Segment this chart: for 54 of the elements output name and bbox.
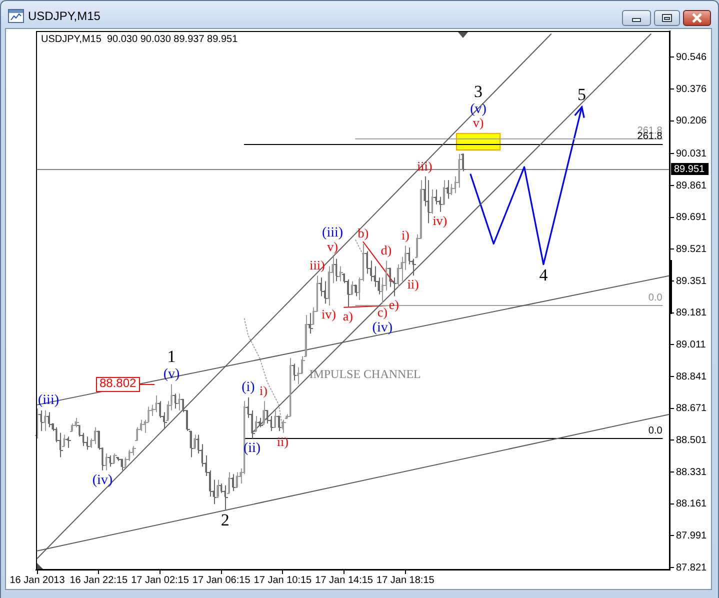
annotation: 5 [578, 85, 586, 104]
annotation: v) [327, 238, 338, 254]
x-tick-label: 17 Jan 10:15 [254, 574, 312, 586]
annotation: (iv) [372, 320, 393, 336]
annotation: 0.0 [648, 425, 663, 436]
annotation: IMPULSE CHANNEL [309, 367, 421, 382]
y-tick-label: 88.501 [676, 434, 708, 446]
y-tick-label: 89.861 [676, 180, 708, 192]
y-tick-label: 87.991 [676, 530, 708, 542]
annotation: 2 [220, 510, 230, 530]
annotation: iv) [432, 212, 448, 228]
annotation: a) [342, 308, 353, 324]
y-tick-label: 89.011 [676, 339, 706, 350]
y-tick-label: 89.691 [676, 212, 708, 224]
chart-subtitle: USDJPY,M15 90.030 90.030 89.937 89.951 [41, 34, 238, 45]
annotation: 0.0 [648, 292, 663, 304]
annotation: ii) [407, 276, 419, 292]
y-tick-label: 90.206 [676, 116, 708, 127]
y-tick-label: 88.841 [676, 371, 708, 382]
annotation: e) [388, 297, 399, 312]
annotation: v) [472, 115, 484, 130]
annotation: (i) [242, 380, 256, 395]
x-tick-label: 16 Jan 2013 [10, 574, 66, 586]
annotation: (ii) [243, 441, 261, 456]
ref-line-label: 89.951 [674, 164, 706, 175]
y-tick-label: 88.671 [676, 403, 708, 414]
y-tick-label: 89.351 [676, 276, 708, 287]
annotation: d) [380, 242, 392, 258]
annotation: (iv) [92, 473, 113, 488]
annotation: (iii) [322, 226, 344, 241]
annotation: b) [358, 226, 369, 241]
chart-title: USDJPY,M15 [28, 9, 100, 23]
x-tick-label: 16 Jan 22:15 [70, 574, 128, 586]
y-tick-label: 90.546 [676, 52, 708, 63]
annotation: iv) [321, 306, 336, 322]
y-tick-label: 90.031 [676, 148, 708, 160]
annotation: 1 [167, 347, 176, 366]
y-tick-label: 88.331 [676, 466, 708, 478]
y-tick-label: 87.821 [676, 562, 708, 574]
annotation: i) [401, 228, 410, 243]
annotation: 88.802 [99, 376, 136, 390]
annotation: 3 [474, 82, 483, 102]
annotation: i) [260, 382, 268, 398]
annotation: c) [377, 304, 388, 320]
y-tick-label: 89.181 [676, 308, 708, 319]
y-tick-label: 89.521 [676, 244, 708, 255]
x-tick-label: 17 Jan 14:15 [315, 574, 374, 586]
annotation: iii) [310, 258, 325, 273]
y-tick-label: 88.161 [676, 498, 708, 510]
x-tick-label: 17 Jan 18:15 [376, 574, 435, 586]
y-tick-label: 90.376 [676, 84, 708, 95]
annotation: 4 [539, 265, 548, 284]
x-tick-label: 17 Jan 06:15 [192, 574, 251, 586]
x-tick-label: 17 Jan 02:15 [131, 574, 190, 586]
